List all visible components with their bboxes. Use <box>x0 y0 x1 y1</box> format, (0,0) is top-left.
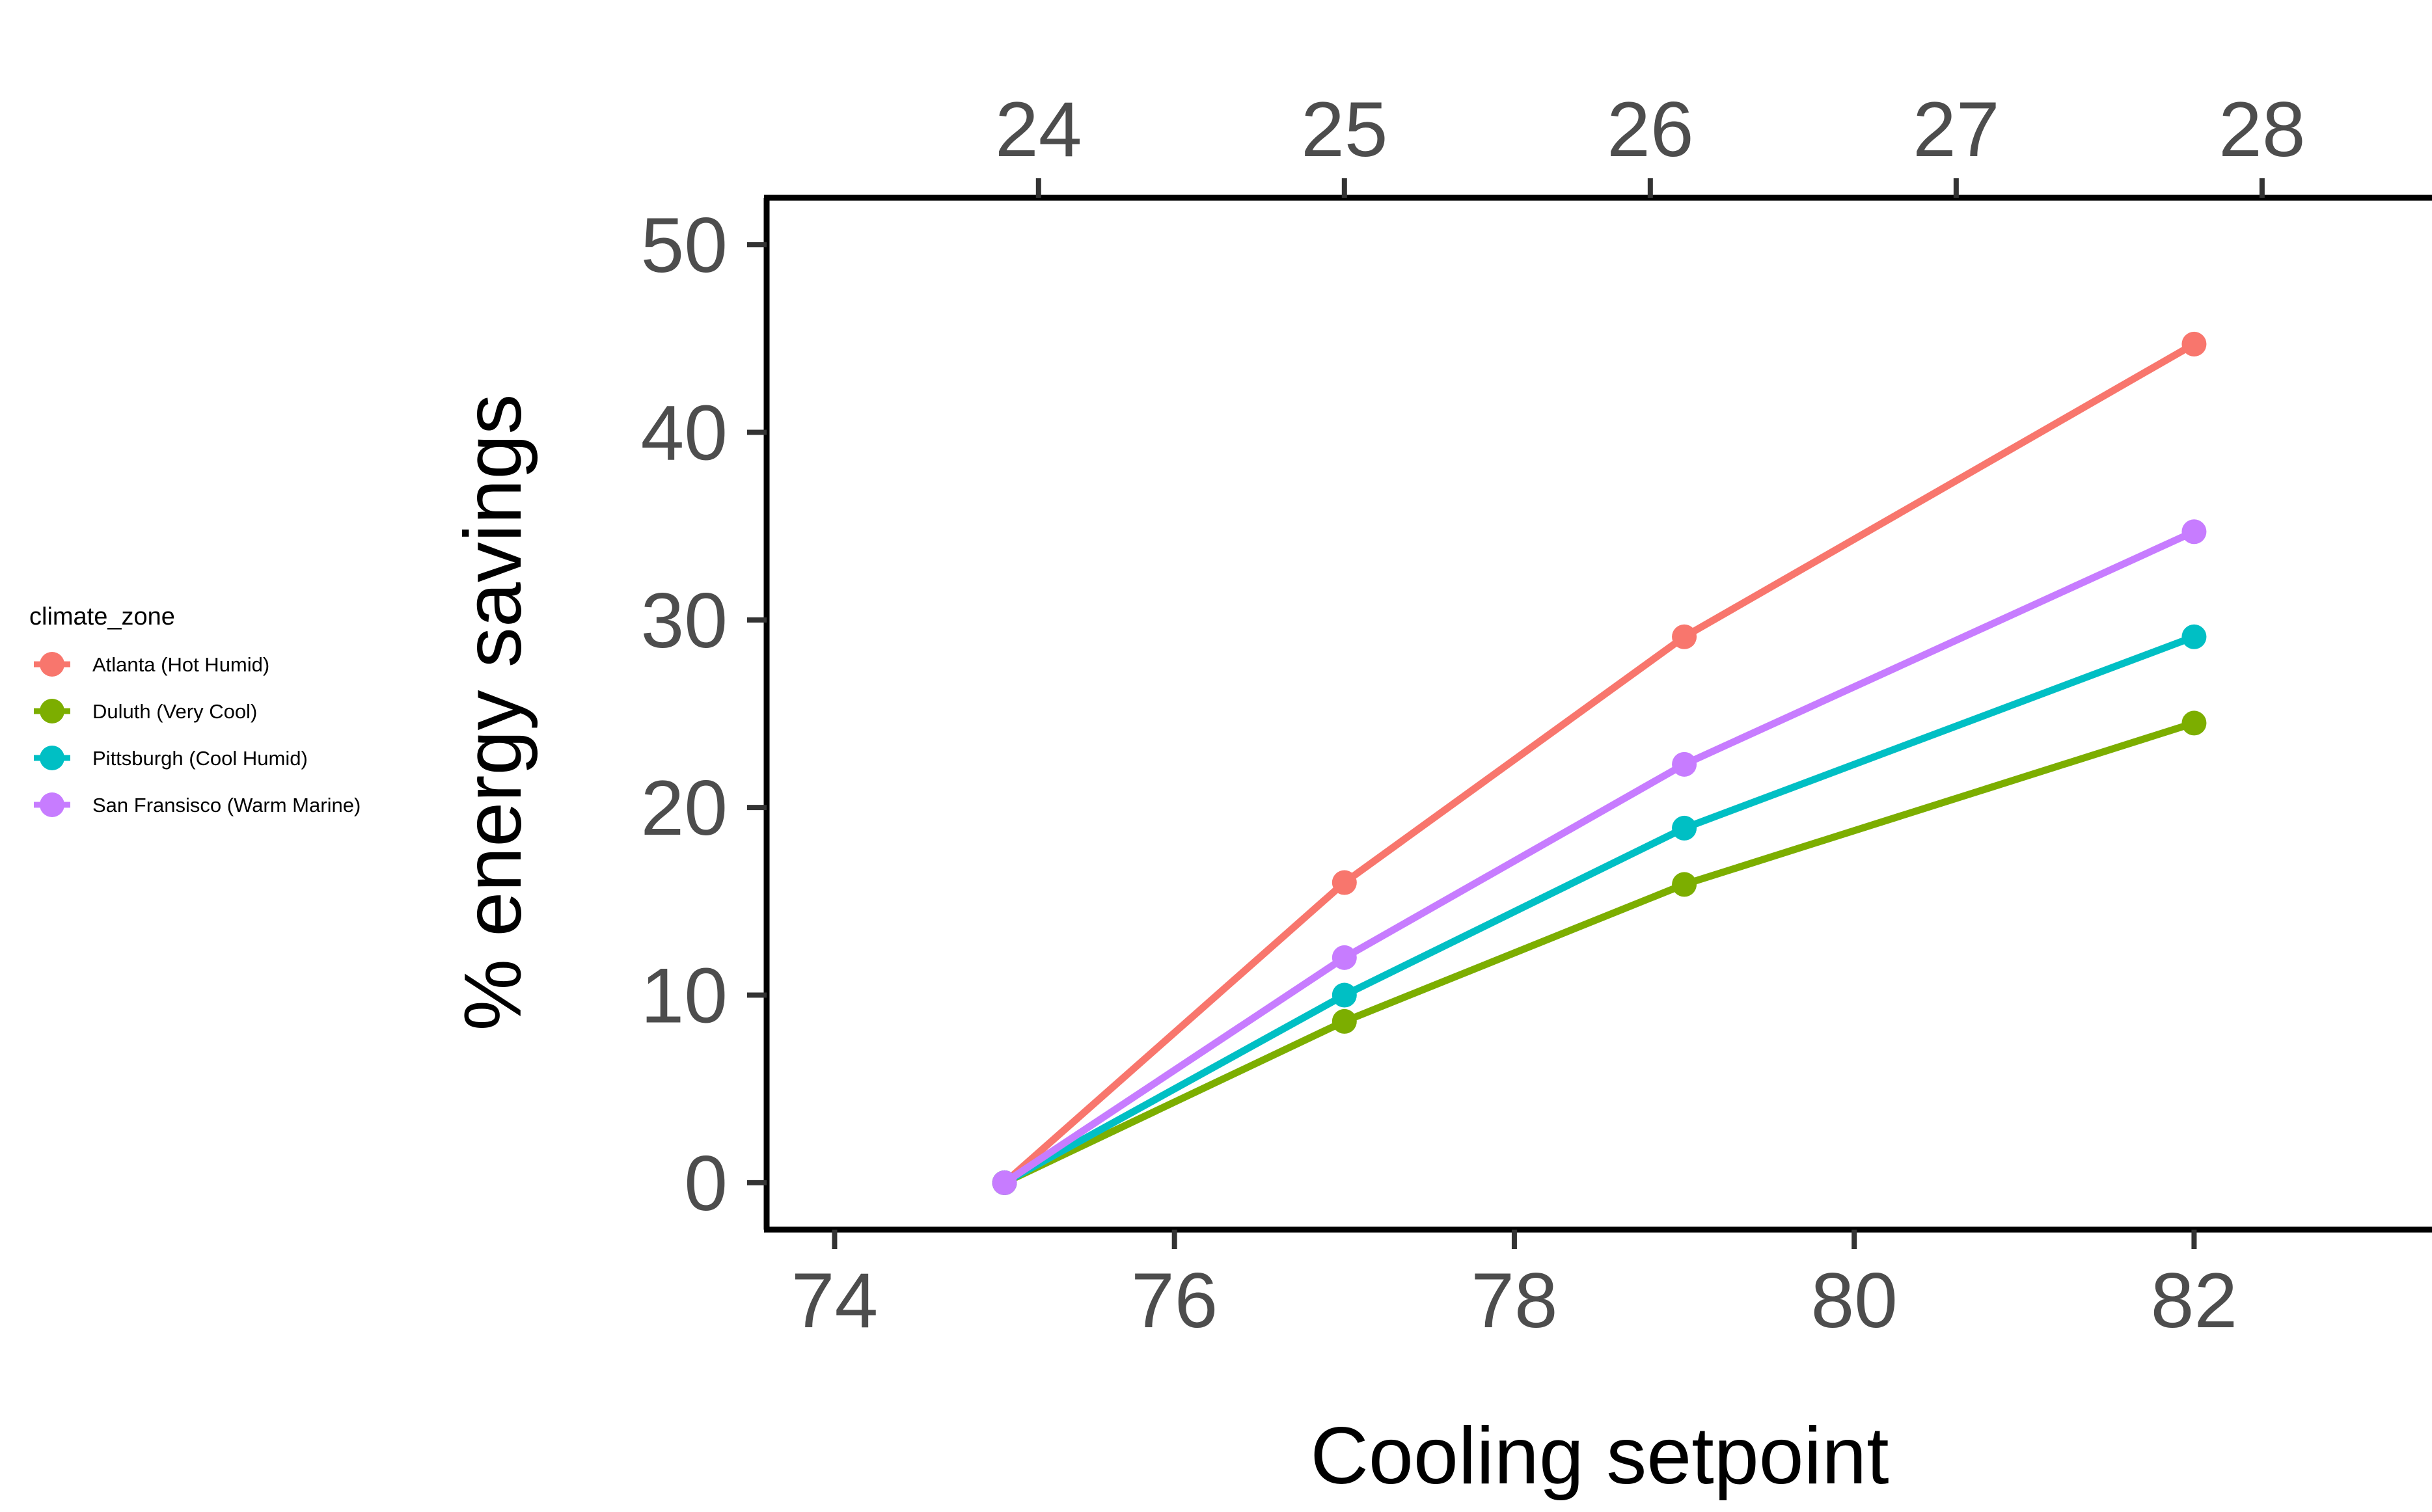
top-x-tick-label: 27 <box>1913 86 1999 173</box>
y-tick-label: 20 <box>641 764 728 852</box>
x-tick-label: 76 <box>1131 1257 1218 1344</box>
data-point-duluth <box>1332 1008 1357 1034</box>
data-point-san <box>2181 519 2207 545</box>
axes: 0 10 20 30 40 50 74 76 78 80 82 24 25 26 27 28 <box>641 86 2432 1344</box>
legend-label: Atlanta (Hot Humid) <box>92 653 269 676</box>
legend-label: San Fransisco (Warm Marine) <box>92 794 361 817</box>
data-point-san <box>1332 945 1357 970</box>
x-tick-label: 80 <box>1810 1257 1897 1344</box>
data-point-pittsburgh <box>1332 982 1357 1008</box>
data-point-duluth <box>2181 710 2207 736</box>
top-x-tick-label: 24 <box>995 86 1082 173</box>
plot-area <box>992 331 2207 1195</box>
data-point-atlanta <box>2181 331 2207 357</box>
legend-swatch-point <box>40 792 64 817</box>
data-point-atlanta <box>1672 624 1697 649</box>
data-point-atlanta <box>1332 870 1357 895</box>
y-tick-label: 30 <box>641 577 728 664</box>
series-atlanta <box>992 331 2207 1195</box>
series-line-duluth <box>1001 719 2198 1187</box>
top-x-tick-label: 26 <box>1607 86 1693 173</box>
y-tick-label: 0 <box>684 1140 728 1227</box>
legend: climate_zone Atlanta (Hot Humid) Duluth (… <box>29 603 361 817</box>
x-tick-label: 78 <box>1471 1257 1557 1344</box>
series-line-atlanta <box>1001 340 2198 1187</box>
legend-item-atlanta: Atlanta (Hot Humid) <box>34 652 269 677</box>
data-point-pittsburgh <box>2181 624 2207 649</box>
legend-label: Duluth (Very Cool) <box>92 700 257 723</box>
data-point-san <box>992 1170 1017 1195</box>
top-x-tick-label: 25 <box>1301 86 1387 173</box>
data-point-duluth <box>1672 872 1697 897</box>
series-line-san <box>1001 528 2198 1187</box>
legend-label: Pittsburgh (Cool Humid) <box>92 747 308 770</box>
legend-item-san: San Fransisco (Warm Marine) <box>34 792 361 817</box>
y-axis-title: % energy savings <box>448 394 538 1031</box>
data-point-san <box>1672 751 1697 777</box>
top-x-tick-label: 28 <box>2219 86 2305 173</box>
y-tick-label: 40 <box>641 389 728 476</box>
series-duluth <box>992 710 2207 1195</box>
legend-swatch-point <box>40 746 64 770</box>
legend-item-pittsburgh: Pittsburgh (Cool Humid) <box>34 746 308 770</box>
series-line-pittsburgh <box>1001 633 2198 1187</box>
legend-swatch-point <box>40 652 64 677</box>
data-point-pittsburgh <box>1672 815 1697 841</box>
y-tick-label: 50 <box>641 202 728 289</box>
x-tick-label: 74 <box>791 1257 878 1344</box>
series-pittsburgh <box>992 624 2207 1195</box>
legend-item-duluth: Duluth (Very Cool) <box>34 699 257 723</box>
x-tick-label: 82 <box>2151 1257 2237 1344</box>
legend-swatch-point <box>40 699 64 723</box>
series-san <box>992 519 2207 1195</box>
legend-title: climate_zone <box>29 603 175 630</box>
x-axis-title: Cooling setpoint <box>1310 1411 1889 1501</box>
y-tick-label: 10 <box>641 952 728 1040</box>
